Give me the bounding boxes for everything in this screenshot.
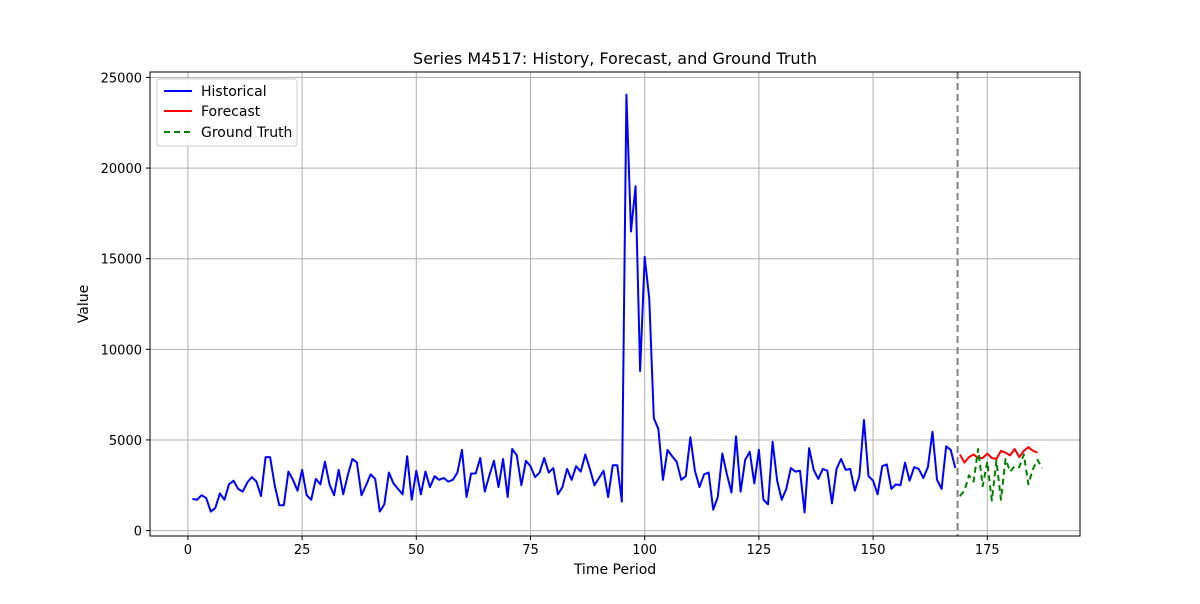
grid <box>150 72 1080 536</box>
x-tick-label: 0 <box>184 543 192 558</box>
y-tick-label: 0 <box>134 525 142 540</box>
y-tick-label: 15000 <box>101 253 142 268</box>
y-tick-label: 20000 <box>101 162 142 177</box>
x-axis: 0 25 50 75 100 125 150 175 <box>184 536 1000 558</box>
x-tick-label: 50 <box>408 543 425 558</box>
x-tick-label: 150 <box>861 543 886 558</box>
series-line-historical <box>192 93 957 514</box>
x-tick-label: 75 <box>522 543 539 558</box>
y-tick-label: 10000 <box>101 343 142 358</box>
legend-historical-label: Historical <box>201 84 267 100</box>
series-line-ground-truth <box>959 448 1043 502</box>
x-tick-label: 100 <box>632 543 657 558</box>
y-axis-label: Value <box>76 285 92 323</box>
legend-ground-truth-label: Ground Truth <box>201 125 292 141</box>
x-tick-label: 125 <box>746 543 771 558</box>
plot-frame <box>149 71 1081 537</box>
legend: Historical Forecast Ground Truth <box>156 78 298 147</box>
chart-title: Series M4517: History, Forecast, and Gro… <box>413 49 817 68</box>
x-axis-label: Time Period <box>573 562 656 578</box>
y-tick-label: 5000 <box>109 434 142 449</box>
legend-box <box>156 78 298 147</box>
legend-forecast-label: Forecast <box>201 104 261 120</box>
x-tick-label: 175 <box>975 543 1000 558</box>
series-line-forecast <box>958 446 1038 464</box>
y-axis: 0 5000 10000 15000 20000 25000 <box>101 71 150 540</box>
series-layer <box>192 93 1043 514</box>
y-tick-label: 25000 <box>101 71 142 86</box>
x-tick-label: 25 <box>294 543 311 558</box>
